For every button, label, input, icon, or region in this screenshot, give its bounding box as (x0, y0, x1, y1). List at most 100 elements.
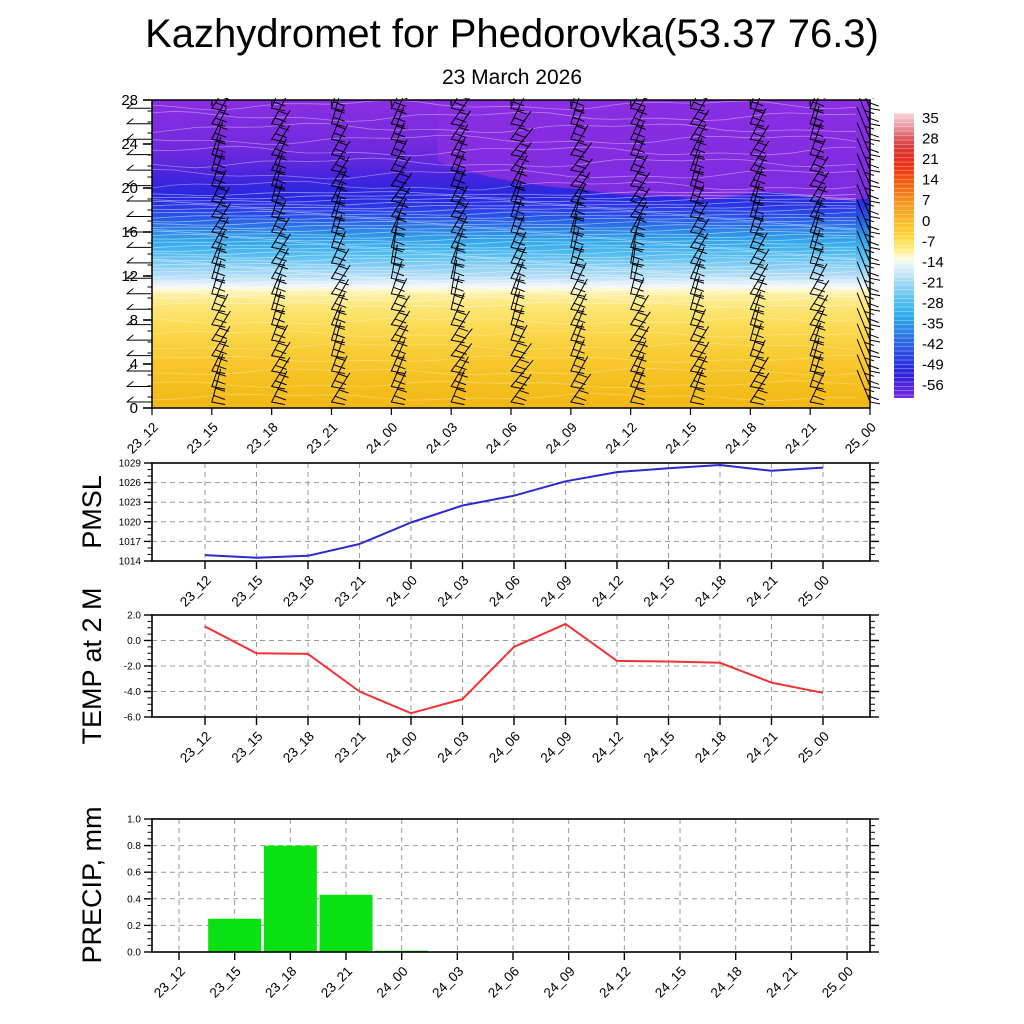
svg-text:-2.0: -2.0 (124, 662, 142, 673)
svg-text:24_03: 24_03 (434, 729, 471, 766)
svg-text:1017: 1017 (119, 537, 142, 548)
svg-text:0.6: 0.6 (127, 868, 141, 879)
svg-text:24_18: 24_18 (722, 420, 759, 457)
svg-text:28: 28 (121, 92, 138, 109)
svg-text:24_18: 24_18 (692, 729, 729, 766)
svg-text:24_21: 24_21 (782, 420, 819, 457)
svg-text:-49: -49 (922, 357, 944, 374)
svg-text:24_00: 24_00 (383, 573, 420, 610)
svg-text:24_09: 24_09 (537, 573, 574, 610)
svg-text:0.0: 0.0 (127, 948, 141, 959)
contour-isolines (152, 100, 857, 402)
svg-text:23_12: 23_12 (124, 420, 161, 457)
svg-text:-35: -35 (922, 316, 944, 333)
chart-title: Kazhydromet for Phedorovka(53.37 76.3) (145, 12, 879, 56)
svg-text:23_15: 23_15 (184, 420, 221, 457)
svg-text:7: 7 (922, 192, 930, 209)
svg-text:-4.0: -4.0 (124, 687, 142, 698)
svg-text:24_00: 24_00 (363, 420, 400, 457)
precip-chart: 0.0 0.2 0.4 0.6 0.8 1.0 23_12 23_15 23_18 23_21 24… (127, 815, 879, 1001)
svg-text:24_15: 24_15 (652, 964, 689, 1001)
svg-text:0: 0 (130, 400, 138, 417)
svg-text:23_15: 23_15 (228, 729, 265, 766)
svg-text:-42: -42 (922, 336, 944, 353)
svg-text:24_06: 24_06 (486, 573, 523, 610)
svg-text:1014: 1014 (119, 557, 142, 568)
temp-chart: 2.0 0.0 -2.0 -4.0 -6.0 23_12 23_15 23_18 23_21 24… (124, 611, 879, 766)
svg-text:24_21: 24_21 (743, 573, 780, 610)
svg-text:23_21: 23_21 (318, 964, 355, 1001)
svg-text:23_18: 23_18 (280, 729, 317, 766)
precip-chart-bar (263, 845, 317, 952)
precip-chart-bar (319, 894, 373, 952)
svg-text:0: 0 (922, 213, 930, 230)
svg-text:-14: -14 (922, 254, 944, 271)
svg-text:23_18: 23_18 (280, 573, 317, 610)
svg-text:16: 16 (121, 224, 138, 241)
svg-text:25_00: 25_00 (819, 964, 856, 1001)
svg-text:1029: 1029 (119, 459, 142, 470)
pmsl-chart-series (204, 464, 824, 559)
wind-barbs (126, 98, 880, 405)
svg-text:25_00: 25_00 (795, 573, 832, 610)
svg-text:-28: -28 (922, 295, 944, 312)
svg-text:23_12: 23_12 (177, 573, 214, 610)
svg-text:24_06: 24_06 (483, 420, 520, 457)
svg-text:24_00: 24_00 (374, 964, 411, 1001)
svg-text:24_03: 24_03 (434, 573, 471, 610)
svg-text:35: 35 (922, 110, 939, 127)
chart-date-subtitle: 23 March 2026 (441, 66, 583, 89)
svg-text:-7: -7 (922, 233, 935, 250)
svg-text:23_21: 23_21 (331, 729, 368, 766)
svg-text:24_00: 24_00 (383, 729, 420, 766)
svg-text:25_00: 25_00 (842, 420, 879, 457)
svg-text:24_15: 24_15 (640, 573, 677, 610)
svg-text:28: 28 (922, 131, 939, 148)
svg-text:24_03: 24_03 (423, 420, 460, 457)
svg-text:24_06: 24_06 (485, 964, 522, 1001)
svg-text:24_15: 24_15 (662, 420, 699, 457)
pmsl-chart: 1014 1017 1020 1023 1026 1029 23_12 23_15 23_18 2… (119, 459, 879, 610)
svg-text:23_12: 23_12 (177, 729, 214, 766)
svg-text:24_09: 24_09 (541, 964, 578, 1001)
svg-text:24_21: 24_21 (743, 729, 780, 766)
svg-text:24_18: 24_18 (692, 573, 729, 610)
svg-text:0.2: 0.2 (127, 921, 141, 932)
svg-text:23_21: 23_21 (331, 573, 368, 610)
precip-chart-bar (208, 918, 262, 952)
svg-text:0.4: 0.4 (127, 894, 141, 905)
svg-text:1026: 1026 (119, 478, 142, 489)
svg-text:1023: 1023 (119, 498, 142, 509)
svg-text:4: 4 (130, 356, 138, 373)
svg-text:24_03: 24_03 (429, 964, 466, 1001)
svg-text:0.0: 0.0 (127, 636, 141, 647)
wind-cross-section-panel: 0 4 8 12 16 20 24 28 23_12 23_15 23_18 23_21 24_00 24… (121, 92, 880, 457)
svg-text:24_12: 24_12 (603, 420, 640, 457)
svg-text:2.0: 2.0 (127, 611, 141, 622)
svg-text:1020: 1020 (119, 517, 142, 528)
svg-text:24_09: 24_09 (537, 729, 574, 766)
svg-text:0.8: 0.8 (127, 841, 141, 852)
svg-text:12: 12 (121, 268, 138, 285)
svg-text:24_12: 24_12 (589, 573, 626, 610)
svg-text:23_21: 23_21 (303, 420, 340, 457)
temperature-colorbar (894, 113, 914, 398)
svg-text:1.0: 1.0 (127, 815, 141, 826)
svg-text:23_12: 23_12 (151, 964, 188, 1001)
svg-text:21: 21 (922, 151, 939, 168)
svg-text:23_15: 23_15 (228, 573, 265, 610)
svg-text:24: 24 (121, 136, 138, 153)
svg-text:24_09: 24_09 (543, 420, 580, 457)
svg-text:24_18: 24_18 (708, 964, 745, 1001)
svg-text:-21: -21 (922, 274, 944, 291)
svg-text:8: 8 (130, 312, 138, 329)
svg-text:23_15: 23_15 (207, 964, 244, 1001)
svg-text:23_18: 23_18 (262, 964, 299, 1001)
svg-text:24_21: 24_21 (763, 964, 800, 1001)
svg-text:25_00: 25_00 (795, 729, 832, 766)
colorbar-labels: 35 28 21 14 7 0 -7 -14 -21 -28 -35 -42 -49 -56 (922, 110, 944, 394)
svg-text:24_15: 24_15 (640, 729, 677, 766)
svg-text:-6.0: -6.0 (124, 713, 142, 724)
